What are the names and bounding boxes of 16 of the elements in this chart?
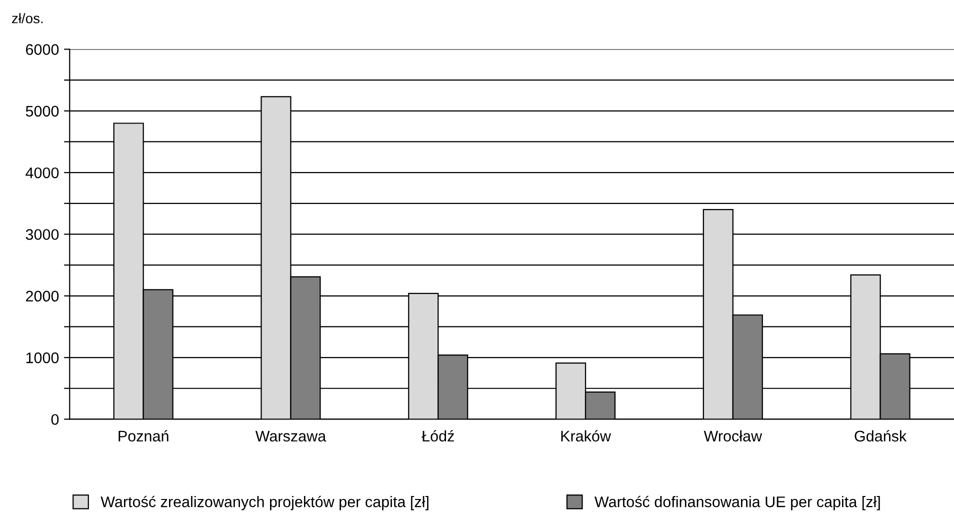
y-tick-label: 4000 (26, 167, 59, 178)
x-tick-label: Poznań (118, 430, 168, 442)
x-tick-label: Łódź (422, 430, 454, 442)
y-tick-label: 5000 (26, 106, 59, 117)
legend-label: Wartość dofinansowania UE per capita [zł] (594, 496, 880, 510)
y-tick-label: 2000 (26, 290, 59, 302)
legend-label: Wartość zrealizowanych projektów per capita [zł] (100, 496, 428, 510)
y-tick-label: 0 (51, 414, 59, 425)
x-tick-label: Kraków (561, 430, 612, 442)
y-tick-label: 3000 (26, 229, 59, 240)
x-tick-label: Warszawa (255, 430, 326, 442)
x-tick-label: Wrocław (704, 430, 762, 442)
y-tick-label: 6000 (26, 44, 59, 55)
x-tick-label: Gdańsk (854, 430, 907, 442)
y-tick-label: 1000 (26, 352, 59, 364)
y-axis-title: zł/os. (12, 13, 43, 24)
